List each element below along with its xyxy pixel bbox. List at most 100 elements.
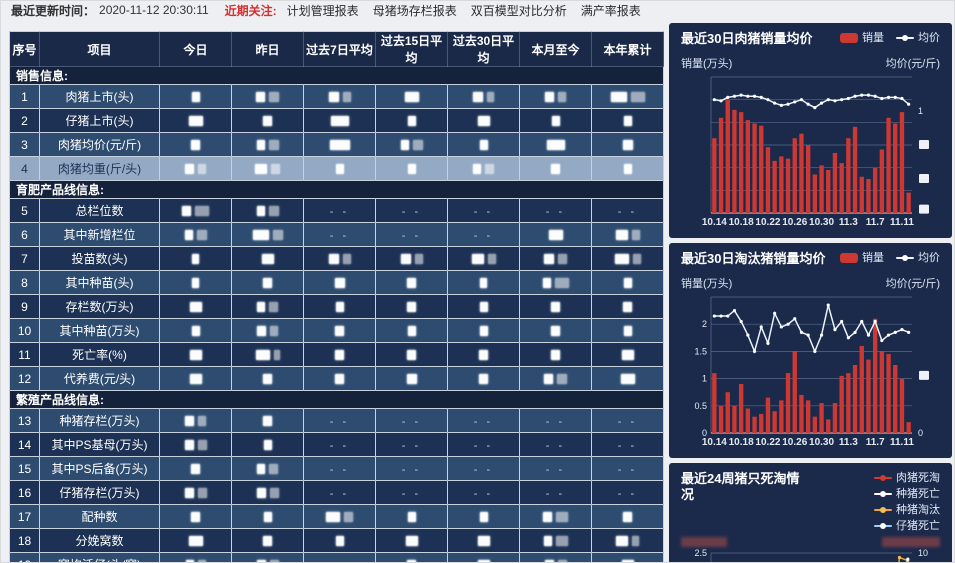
table-row[interactable]: 11 死亡率(%) [9, 342, 664, 367]
svg-text:10.30: 10.30 [809, 437, 834, 448]
redacted-value-block [270, 326, 278, 337]
table-row[interactable]: 3 肉猪均价(元/斤) [9, 132, 664, 157]
value-cell [159, 84, 232, 109]
table-row[interactable]: 14 其中PS基母(万头) - - - - - - - - - - [9, 432, 664, 457]
row-item-label: 仔猪上市(头) [39, 108, 160, 133]
row-number: 9 [9, 294, 40, 319]
legend-label: 肉猪死淘 [896, 472, 940, 484]
report-link[interactable]: 双百模型对比分析 [470, 3, 567, 18]
redacted-value-block [188, 116, 203, 127]
legend-item-均价[interactable]: 均价 [896, 31, 940, 45]
legend-item-仔猪死亡[interactable]: 仔猪死亡 [874, 519, 940, 533]
report-link[interactable]: 满产率报表 [580, 3, 641, 18]
redacted-value-block [631, 230, 640, 241]
redacted-value-block [623, 512, 632, 523]
legend-line-marker-icon [896, 34, 914, 42]
redacted-value-block [407, 350, 416, 361]
table-row[interactable]: 1 肉猪上市(头) [9, 84, 664, 109]
value-cell: - - [375, 222, 448, 247]
redacted-value-block [551, 164, 560, 175]
redacted-value-block [189, 374, 202, 385]
legend-item-均价[interactable]: 均价 [896, 251, 940, 265]
chart3-y-left-label-redacted [681, 537, 727, 547]
svg-text:10.14: 10.14 [702, 437, 727, 448]
redacted-value-block [184, 440, 194, 451]
table-row[interactable]: 13 种猪存栏(万头) - - - - - - - - - - [9, 408, 664, 433]
legend-item-销量[interactable]: 销量 [840, 31, 884, 45]
value-cell [159, 528, 232, 553]
chart2-y-right-label: 均价(元/斤) [885, 278, 940, 290]
redacted-value-block [197, 440, 207, 451]
table-row[interactable]: 10 其中种苗(万头) [9, 318, 664, 343]
value-cell: - - [375, 432, 448, 457]
legend-item-肉猪死淘[interactable]: 肉猪死淘 [874, 471, 940, 485]
cull-pig-sales-price-chart[interactable]: 21.510.50 010.14 10.18 10.22 10.26 10.30 11.3 1… [681, 291, 940, 449]
redacted-value-block [551, 350, 560, 361]
redacted-value-block [623, 164, 632, 175]
redacted-value-block [335, 536, 344, 547]
no-data-dash: - - [545, 205, 566, 218]
redacted-value-block [185, 164, 194, 175]
table-row[interactable]: 6 其中新增栏位 - - - - - - [9, 222, 664, 247]
value-cell: - - [447, 456, 520, 481]
report-link[interactable]: 母猪场存栏报表 [372, 3, 457, 18]
no-data-dash: - - [545, 415, 566, 428]
legend-item-销量[interactable]: 销量 [840, 251, 884, 265]
redacted-value-block [621, 350, 634, 361]
value-cell [375, 294, 448, 319]
no-data-dash: - - [329, 415, 350, 428]
table-row[interactable]: 8 其中种苗(头) [9, 270, 664, 295]
table-row[interactable]: 5 总栏位数 - - - - - - - - - - [9, 198, 664, 223]
table-row[interactable]: 15 其中PS后备(万头) - - - - - - - - - - [9, 456, 664, 481]
redacted-value-block [263, 116, 272, 127]
value-cell [231, 432, 304, 457]
legend-item-种猪死亡[interactable]: 种猪死亡 [874, 487, 940, 501]
svg-text:1: 1 [702, 374, 707, 384]
redacted-value-block [405, 536, 418, 547]
table-row[interactable]: 17 配种数 [9, 504, 664, 529]
legend-item-种猪淘汰[interactable]: 种猪淘汰 [874, 503, 940, 517]
chart1-title: 最近30日肉猪销量均价 [681, 31, 813, 46]
value-cell [591, 156, 664, 181]
redacted-value-block [197, 560, 206, 562]
report-table-panel: 序号 项目 今日 昨日 过去7日平均 过去15日平均 过去30日平均 本月至今 本年累计 销售信… [9, 31, 664, 562]
value-cell [447, 552, 520, 562]
value-cell [159, 318, 232, 343]
row-item-label: 其中PS后备(万头) [39, 456, 160, 481]
pig-sales-price-chart[interactable]: 1 10.14 10.18 10.22 10.26 10.30 11.3 11.7 11.11 [681, 71, 940, 229]
redacted-value-block [263, 512, 272, 523]
value-cell [159, 552, 232, 562]
value-cell [231, 132, 304, 157]
value-cell: - - [303, 456, 376, 481]
table-row[interactable]: 16 仔猪存栏(万头) - - - - - - - - - - [9, 480, 664, 505]
redacted-value-block [198, 416, 206, 427]
redacted-value-block [268, 206, 279, 217]
value-cell: - - [303, 480, 376, 505]
table-row[interactable]: 4 肉猪均重(斤/头) [9, 156, 664, 181]
svg-text:10.26: 10.26 [782, 217, 807, 228]
weekly-death-cull-chart[interactable]: 2.521.510.501086420 [681, 547, 940, 563]
row-number: 5 [9, 198, 40, 223]
table-row[interactable]: 12 代养费(元/头) [9, 366, 664, 391]
table-row[interactable]: 2 仔猪上市(头) [9, 108, 664, 133]
row-number: 15 [9, 456, 40, 481]
redacted-value-block [273, 350, 280, 361]
redacted-value-block [623, 278, 632, 289]
no-data-dash: - - [401, 487, 422, 500]
value-cell [231, 504, 304, 529]
svg-text:10.30: 10.30 [809, 217, 834, 228]
value-cell [303, 504, 376, 529]
table-row[interactable]: 7 投苗数(头) [9, 246, 664, 271]
table-row[interactable]: 18 分娩窝数 [9, 528, 664, 553]
value-cell [231, 156, 304, 181]
table-row[interactable]: 19窝均活仔(头/窝) [9, 552, 664, 562]
redacted-value-block [407, 560, 416, 562]
value-cell [447, 156, 520, 181]
table-row[interactable]: 9 存栏数(万头) [9, 294, 664, 319]
value-cell [303, 156, 376, 181]
value-cell [159, 156, 232, 181]
report-link[interactable]: 计划管理报表 [286, 3, 359, 18]
column-header: 今日 [159, 31, 232, 67]
redacted-value-block [485, 164, 494, 175]
value-cell: - - [375, 408, 448, 433]
